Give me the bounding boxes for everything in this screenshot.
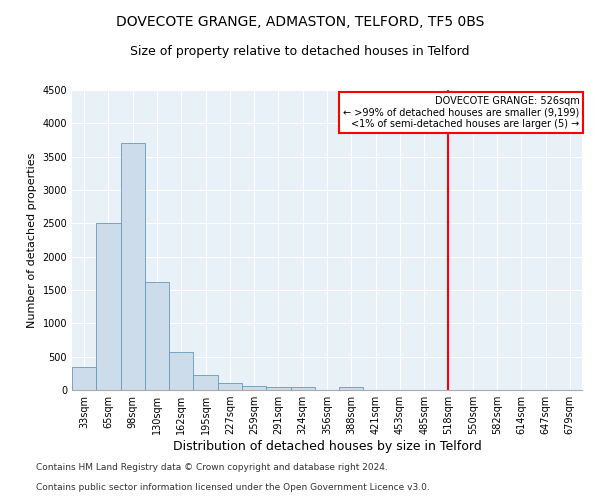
Bar bbox=[266, 386, 290, 390]
Bar bbox=[145, 282, 169, 390]
Text: Contains HM Land Registry data © Crown copyright and database right 2024.: Contains HM Land Registry data © Crown c… bbox=[36, 464, 388, 472]
Text: Size of property relative to detached houses in Telford: Size of property relative to detached ho… bbox=[130, 45, 470, 58]
X-axis label: Distribution of detached houses by size in Telford: Distribution of detached houses by size … bbox=[173, 440, 481, 453]
Bar bbox=[121, 144, 145, 390]
Bar bbox=[242, 386, 266, 390]
Bar bbox=[290, 386, 315, 390]
Bar bbox=[218, 384, 242, 390]
Text: DOVECOTE GRANGE, ADMASTON, TELFORD, TF5 0BS: DOVECOTE GRANGE, ADMASTON, TELFORD, TF5 … bbox=[116, 15, 484, 29]
Text: Contains public sector information licensed under the Open Government Licence v3: Contains public sector information licen… bbox=[36, 484, 430, 492]
Bar bbox=[339, 386, 364, 390]
Text: DOVECOTE GRANGE: 526sqm
← >99% of detached houses are smaller (9,199)
<1% of sem: DOVECOTE GRANGE: 526sqm ← >99% of detach… bbox=[343, 96, 580, 129]
Y-axis label: Number of detached properties: Number of detached properties bbox=[27, 152, 37, 328]
Bar bbox=[169, 352, 193, 390]
Bar bbox=[193, 375, 218, 390]
Bar bbox=[72, 366, 96, 390]
Bar bbox=[96, 224, 121, 390]
